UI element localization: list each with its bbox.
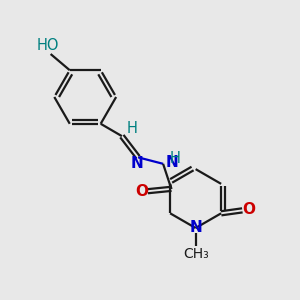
Text: HO: HO [37,38,59,53]
Text: O: O [135,184,148,199]
Text: CH₃: CH₃ [183,247,208,261]
Text: H: H [127,121,138,136]
Text: H: H [170,151,181,166]
Text: O: O [242,202,255,217]
Text: N: N [166,155,178,170]
Text: N: N [190,220,203,235]
Text: N: N [131,156,144,171]
